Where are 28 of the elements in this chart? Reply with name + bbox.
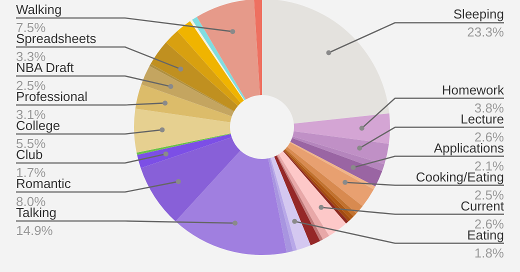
donut-slice [136, 133, 231, 155]
donut-slice [141, 66, 234, 116]
donut-slice [135, 84, 232, 122]
donut-slice [140, 137, 240, 222]
donut-slice [270, 156, 311, 250]
donut-slice [149, 64, 234, 112]
donut-slice [277, 154, 330, 240]
donut-slice [286, 146, 363, 214]
donut-slice [134, 108, 231, 153]
donut-slice [254, 0, 262, 96]
data-label: 1.8% [474, 245, 504, 260]
donut-slice [290, 138, 382, 187]
slice-label: Walking [16, 2, 62, 17]
donut-slice [177, 21, 244, 103]
donut-slice [176, 150, 287, 255]
donut-slice [196, 0, 260, 100]
donut-slice [262, 0, 390, 124]
slice-label: Homework [442, 82, 504, 98]
data-label: 14.9% [16, 223, 54, 238]
slice-label: Sleeping [453, 6, 504, 22]
data-label: 23.3% [467, 24, 504, 40]
donut-slice [166, 30, 241, 106]
donut-slice [150, 42, 238, 112]
donut-slice [287, 142, 374, 206]
donut-slice [290, 142, 376, 190]
donut-slice [294, 113, 390, 144]
donut-slice [137, 134, 232, 168]
donut-slice [278, 151, 346, 236]
